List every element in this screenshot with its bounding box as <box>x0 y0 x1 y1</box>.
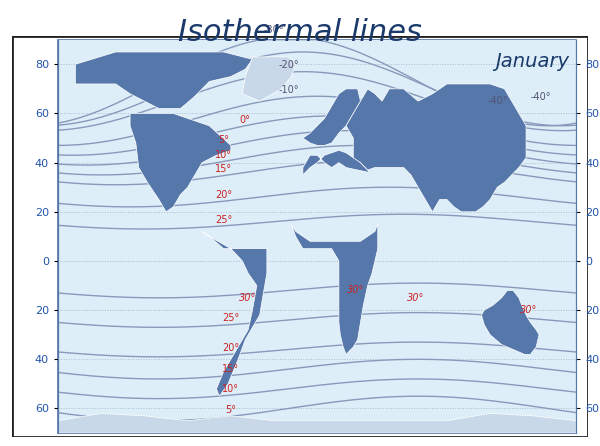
Polygon shape <box>130 113 231 212</box>
Polygon shape <box>292 224 378 355</box>
Text: 20°: 20° <box>223 343 239 353</box>
Polygon shape <box>58 413 577 433</box>
Text: -10°: -10° <box>278 85 299 95</box>
Text: 25°: 25° <box>222 314 239 323</box>
Text: 20°: 20° <box>215 190 232 200</box>
Text: Isothermal lines: Isothermal lines <box>178 18 422 47</box>
Text: 10°: 10° <box>215 150 232 160</box>
Polygon shape <box>202 231 267 396</box>
Text: 30°: 30° <box>520 305 538 315</box>
Polygon shape <box>303 89 361 145</box>
Text: 5°: 5° <box>218 135 229 145</box>
Text: -40°: -40° <box>487 96 508 106</box>
Text: -40°: -40° <box>530 92 551 103</box>
Polygon shape <box>76 52 253 108</box>
FancyBboxPatch shape <box>12 36 588 437</box>
Text: -30°: -30° <box>264 25 284 35</box>
FancyBboxPatch shape <box>58 40 577 433</box>
Polygon shape <box>346 84 526 212</box>
Text: 5°: 5° <box>226 405 236 415</box>
Text: 10°: 10° <box>223 384 239 394</box>
Text: 30°: 30° <box>239 293 257 303</box>
Polygon shape <box>242 57 296 101</box>
Polygon shape <box>303 150 369 175</box>
Text: 15°: 15° <box>215 165 232 174</box>
Text: 0°: 0° <box>240 115 251 124</box>
Text: 30°: 30° <box>347 285 365 295</box>
Text: 15°: 15° <box>223 364 239 374</box>
Polygon shape <box>481 290 539 355</box>
Text: -20°: -20° <box>278 60 299 70</box>
Text: January: January <box>495 52 569 71</box>
Text: 25°: 25° <box>215 215 232 225</box>
Text: 30°: 30° <box>407 293 424 303</box>
